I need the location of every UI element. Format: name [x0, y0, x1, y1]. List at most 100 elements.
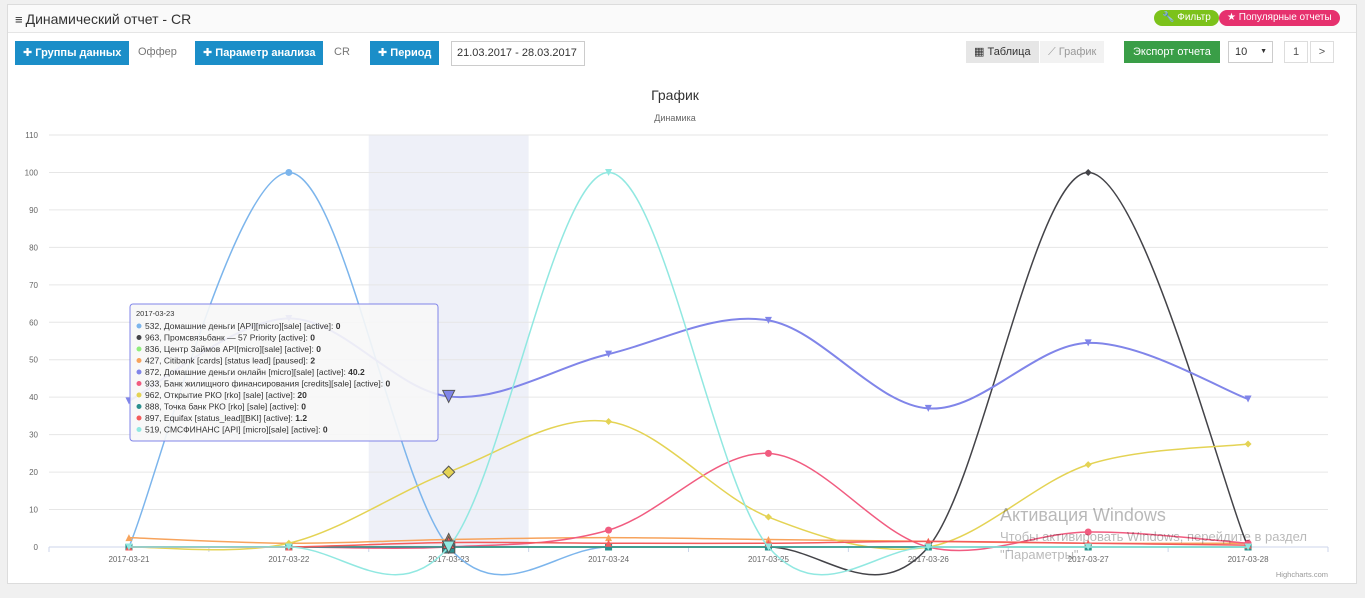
tooltip-row-label: 897, Equifax [status_lead][BKI] [active]…: [145, 413, 295, 423]
period-input[interactable]: 21.03.2017 - 28.03.2017: [451, 41, 585, 66]
x-tick-label: 2017-03-24: [588, 555, 629, 564]
tooltip-series-dot: [136, 369, 142, 375]
tooltip-row: 872, Домашние деньги онлайн [micro][sale…: [145, 367, 365, 377]
data-point[interactable]: [1084, 543, 1092, 551]
popular-reports-button[interactable]: ★ Популярные отчеты: [1219, 10, 1340, 26]
y-tick-label: 90: [29, 206, 38, 215]
tooltip-row-value: 1.2: [295, 413, 307, 423]
chart-tooltip: [129, 303, 439, 442]
data-point[interactable]: [1084, 339, 1092, 347]
plus-icon: ✚: [378, 47, 388, 59]
add-period-button[interactable]: ✚ Период: [370, 41, 440, 65]
data-groups-value: Оффер: [138, 46, 177, 58]
highcharts-credits[interactable]: Highcharts.com: [1276, 570, 1328, 579]
tooltip-row-label: 836, Центр Займов API[micro][sale] [acti…: [145, 344, 316, 354]
data-point[interactable]: [764, 449, 772, 457]
tooltip-series-dot: [136, 404, 142, 409]
tooltip-row: 427, Citibank [cards] [status lead] [pau…: [145, 356, 315, 366]
series-line-10[interactable]: [128, 171, 1249, 576]
line-chart-icon: ⟋: [1048, 46, 1056, 58]
y-tick-label: 10: [29, 506, 38, 515]
data-point[interactable]: [441, 389, 456, 404]
tooltip-row-label: 872, Домашние деньги онлайн [micro][sale…: [145, 367, 348, 377]
toolbar: ✚ Группы данных Оффер ✚ Параметр анализа…: [8, 41, 1356, 67]
data-point[interactable]: [605, 168, 613, 176]
popular-label: Популярные отчеты: [1238, 12, 1332, 23]
data-point[interactable]: [924, 404, 932, 412]
table-view-button[interactable]: ▦ Таблица: [966, 41, 1039, 63]
tooltip-row-label: 962, Открытие РКО [rko] [sale] [active]:: [145, 390, 297, 400]
tooltip-series-dot: [136, 427, 142, 432]
data-point[interactable]: [605, 418, 613, 426]
data-point[interactable]: [764, 513, 772, 521]
chart-subtitle: Динамика: [654, 113, 695, 123]
series-line-7[interactable]: [128, 419, 1249, 551]
tooltip-row-value: 0: [323, 425, 328, 435]
data-point[interactable]: [285, 543, 293, 551]
tooltip-series-dot: [136, 381, 142, 386]
data-point[interactable]: [764, 536, 772, 544]
period-label: Период: [390, 47, 432, 59]
data-point[interactable]: [125, 534, 133, 542]
tooltip-row: 888, Точка банк РКО [rko] [sale] [active…: [145, 402, 306, 412]
export-report-button[interactable]: Экспорт отчета: [1124, 41, 1220, 63]
x-tick-label: 2017-03-27: [1068, 555, 1109, 564]
tooltip-row: 532, Домашние деньги [API][micro][sale] …: [145, 321, 341, 331]
tooltip-row: 933, Банк жилищного финансирования [cred…: [145, 379, 391, 389]
tooltip-series-dot: [136, 346, 142, 352]
tooltip-row-label: 519, СМСФИНАНС [API] [micro][sale] [acti…: [145, 425, 323, 435]
tooltip-row-label: 933, Банк жилищного финансирования [cred…: [145, 379, 386, 389]
analysis-param-label: Параметр анализа: [215, 47, 316, 59]
report-panel: ≡ Динамический отчет - CR 🔧 Фильтр ★ Попу…: [7, 4, 1357, 584]
chart-view-button[interactable]: ⟋ График: [1040, 41, 1105, 63]
data-point[interactable]: [125, 543, 133, 551]
data-point[interactable]: [1244, 543, 1252, 551]
star-icon: ★: [1227, 12, 1236, 23]
data-point[interactable]: [441, 540, 456, 555]
watermark-text: Чтобы активировать Windows, перейдите в …: [1000, 529, 1307, 562]
tooltip-row-label: 427, Citibank [cards] [status lead] [pau…: [145, 356, 310, 366]
add-data-groups-button[interactable]: ✚ Группы данных: [15, 41, 130, 65]
y-tick-label: 30: [29, 431, 38, 440]
add-analysis-param-button[interactable]: ✚ Параметр анализа: [195, 41, 324, 65]
data-point[interactable]: [605, 539, 613, 547]
data-point[interactable]: [924, 543, 932, 551]
y-tick-label: 70: [29, 281, 38, 290]
wrench-icon: 🔧: [1162, 12, 1175, 23]
data-point[interactable]: [924, 537, 932, 545]
tooltip-row-value: 2: [310, 356, 315, 366]
data-point[interactable]: [1084, 461, 1092, 469]
filter-button[interactable]: 🔧 Фильтр: [1154, 10, 1219, 26]
page-number-button[interactable]: 1: [1284, 41, 1308, 63]
plus-icon: ✚: [203, 47, 213, 59]
y-tick-label: 100: [25, 168, 39, 177]
x-tick-label: 2017-03-21: [108, 555, 149, 564]
tooltip-row-value: 40.2: [348, 367, 365, 377]
page-size-select[interactable]: 10 ▼: [1228, 41, 1273, 63]
series-line-9[interactable]: [128, 540, 1249, 549]
tooltip-row-value: 0: [386, 379, 391, 389]
tooltip-row: 962, Открытие РКО [rko] [sale] [active]:…: [145, 390, 307, 400]
next-page-button[interactable]: >: [1310, 41, 1334, 63]
x-tick-label: 2017-03-26: [908, 555, 949, 564]
data-point[interactable]: [1084, 168, 1092, 176]
caret-down-icon: ▼: [1260, 48, 1267, 55]
data-point[interactable]: [441, 465, 456, 479]
tooltip-series-dot: [136, 392, 142, 398]
data-point[interactable]: [605, 534, 613, 542]
data-point[interactable]: [1244, 440, 1252, 448]
page-size-value: 10: [1235, 46, 1248, 58]
data-point[interactable]: [1084, 528, 1092, 536]
data-point[interactable]: [1244, 395, 1252, 403]
filter-label: Фильтр: [1177, 12, 1211, 23]
tooltip-row-value: 0: [301, 402, 306, 412]
data-point[interactable]: [605, 350, 613, 358]
data-point[interactable]: [764, 543, 772, 551]
data-point[interactable]: [285, 168, 293, 176]
menu-icon[interactable]: ≡: [15, 12, 23, 27]
page-title: ≡ Динамический отчет - CR: [15, 11, 191, 27]
data-point[interactable]: [605, 526, 613, 534]
x-tick-label: 2017-03-25: [748, 555, 789, 564]
y-tick-label: 0: [34, 543, 39, 552]
data-point[interactable]: [764, 316, 772, 324]
